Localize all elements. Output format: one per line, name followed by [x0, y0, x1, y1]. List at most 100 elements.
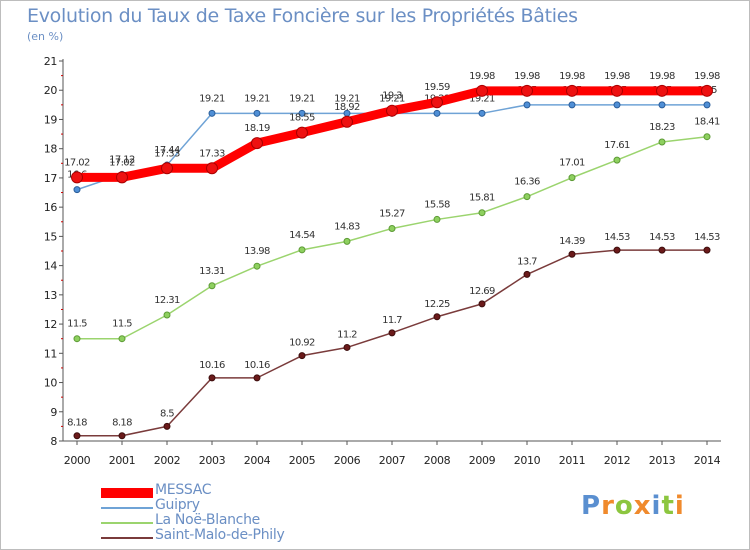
x-tick-label: 2012 — [604, 454, 630, 467]
logo-letter: o — [614, 491, 634, 521]
series-saint-malo-de-phily: 8.18 8.18 8.5 10.16 10.16 10.92 11.2 11.7 12.25 1… — [67, 232, 721, 440]
x-tick-label: 2007 — [379, 454, 406, 467]
y-tick-label: 9 — [50, 406, 57, 419]
y-tick-label: 13 — [44, 289, 58, 302]
y-tick-label: 16 — [44, 201, 58, 214]
data-label-guipry: 19.21 — [244, 93, 270, 104]
data-point-messac — [161, 162, 173, 175]
data-point-la-noe-blanche — [253, 262, 261, 270]
data-label-saint-malo-de-phily: 8.18 — [112, 418, 132, 429]
y-tick-label: 17 — [44, 172, 58, 185]
data-label-la-noe-blanche: 18.23 — [649, 122, 675, 133]
data-point-la-noe-blanche — [433, 215, 441, 223]
x-tick-label: 2005 — [289, 454, 316, 467]
data-point-la-noe-blanche — [523, 193, 531, 201]
y-tick-label: 11 — [44, 347, 57, 360]
data-point-la-noe-blanche — [478, 209, 486, 217]
data-point-saint-malo-de-phily — [478, 300, 486, 308]
data-point-la-noe-blanche — [208, 282, 216, 290]
data-label-saint-malo-de-phily: 8.18 — [67, 418, 87, 429]
data-label-saint-malo-de-phily: 10.16 — [199, 360, 225, 371]
data-point-messac — [701, 84, 713, 97]
data-label-guipry: 17.44 — [154, 145, 180, 156]
data-point-messac — [71, 171, 83, 184]
data-label-la-noe-blanche: 17.61 — [604, 140, 630, 151]
data-label-saint-malo-de-phily: 12.25 — [424, 299, 450, 310]
y-tick-label: 8 — [50, 435, 57, 448]
data-point-la-noe-blanche — [73, 335, 81, 343]
data-point-la-noe-blanche — [298, 246, 306, 254]
data-label-saint-malo-de-phily: 10.16 — [244, 360, 270, 371]
data-point-guipry — [433, 109, 441, 117]
data-label-la-noe-blanche: 16.36 — [514, 177, 540, 188]
x-tick-label: 2010 — [514, 454, 541, 467]
data-label-messac: 17.33 — [154, 148, 180, 159]
x-tick-label: 2014 — [694, 454, 721, 467]
data-label-messac: 18.19 — [244, 123, 270, 134]
data-point-guipry — [73, 186, 81, 194]
data-point-saint-malo-de-phily — [388, 329, 396, 337]
data-point-saint-malo-de-phily — [208, 374, 216, 382]
data-label-messac: 19.98 — [604, 71, 630, 82]
data-point-messac — [566, 84, 578, 97]
data-label-messac: 17.02 — [64, 157, 90, 168]
y-tick-label: 10 — [44, 377, 58, 390]
data-label-saint-malo-de-phily: 14.53 — [649, 232, 675, 243]
data-label-messac: 19.98 — [514, 71, 540, 82]
data-label-messac: 17.02 — [109, 157, 135, 168]
data-label-la-noe-blanche: 11.5 — [67, 319, 87, 330]
data-label-la-noe-blanche: 13.98 — [244, 246, 270, 257]
y-tick-label: 19 — [44, 113, 58, 126]
data-label-la-noe-blanche: 12.31 — [154, 295, 180, 306]
data-label-la-noe-blanche: 15.27 — [379, 208, 405, 219]
logo-letter: i — [651, 491, 662, 521]
data-point-guipry — [298, 109, 306, 117]
data-label-la-noe-blanche: 14.54 — [289, 230, 315, 241]
data-point-la-noe-blanche — [388, 224, 396, 232]
x-tick-label: 2004 — [244, 454, 271, 467]
data-point-saint-malo-de-phily — [523, 270, 531, 278]
data-point-la-noe-blanche — [163, 311, 171, 319]
data-point-messac — [386, 104, 398, 117]
data-point-messac — [656, 84, 668, 97]
legend-label: La Noë-Blanche — [155, 512, 260, 528]
data-point-messac — [206, 162, 218, 175]
data-label-guipry: 19.21 — [199, 93, 225, 104]
logo-letter: i — [674, 491, 685, 521]
data-point-messac — [476, 84, 488, 97]
data-point-saint-malo-de-phily — [343, 343, 351, 351]
data-point-guipry — [568, 101, 576, 109]
data-point-la-noe-blanche — [703, 133, 711, 141]
data-label-messac: 19.98 — [694, 71, 720, 82]
data-point-saint-malo-de-phily — [163, 422, 171, 430]
data-point-saint-malo-de-phily — [568, 250, 576, 258]
data-point-la-noe-blanche — [568, 174, 576, 182]
data-point-messac — [341, 115, 353, 128]
y-tick-label: 21 — [44, 55, 57, 68]
data-point-guipry — [253, 109, 261, 117]
y-tick-label: 18 — [44, 143, 58, 156]
x-tick-label: 2002 — [154, 454, 180, 467]
data-label-saint-malo-de-phily: 11.7 — [382, 315, 402, 326]
y-tick-label: 14 — [44, 260, 58, 273]
x-tick-label: 2009 — [469, 454, 496, 467]
legend-label: MESSAC — [155, 482, 212, 498]
data-point-saint-malo-de-phily — [613, 246, 621, 254]
data-point-guipry — [703, 101, 711, 109]
x-tick-label: 2001 — [109, 454, 135, 467]
data-point-saint-malo-de-phily — [703, 246, 711, 254]
data-point-saint-malo-de-phily — [433, 313, 441, 321]
data-label-la-noe-blanche: 17.01 — [559, 158, 585, 169]
data-label-la-noe-blanche: 18.41 — [694, 117, 720, 128]
y-tick-label: 12 — [44, 318, 57, 331]
x-tick-label: 2008 — [424, 454, 451, 467]
logo-letter: P — [581, 491, 602, 521]
x-tick-label: 2013 — [649, 454, 676, 467]
data-label-saint-malo-de-phily: 10.92 — [289, 338, 315, 349]
logo-letter: x — [633, 491, 652, 521]
data-label-guipry: 19.21 — [289, 93, 315, 104]
data-label-saint-malo-de-phily: 11.2 — [337, 329, 357, 340]
data-label-la-noe-blanche: 15.58 — [424, 199, 450, 210]
data-point-messac — [611, 84, 623, 97]
y-tick-label: 15 — [44, 230, 58, 243]
